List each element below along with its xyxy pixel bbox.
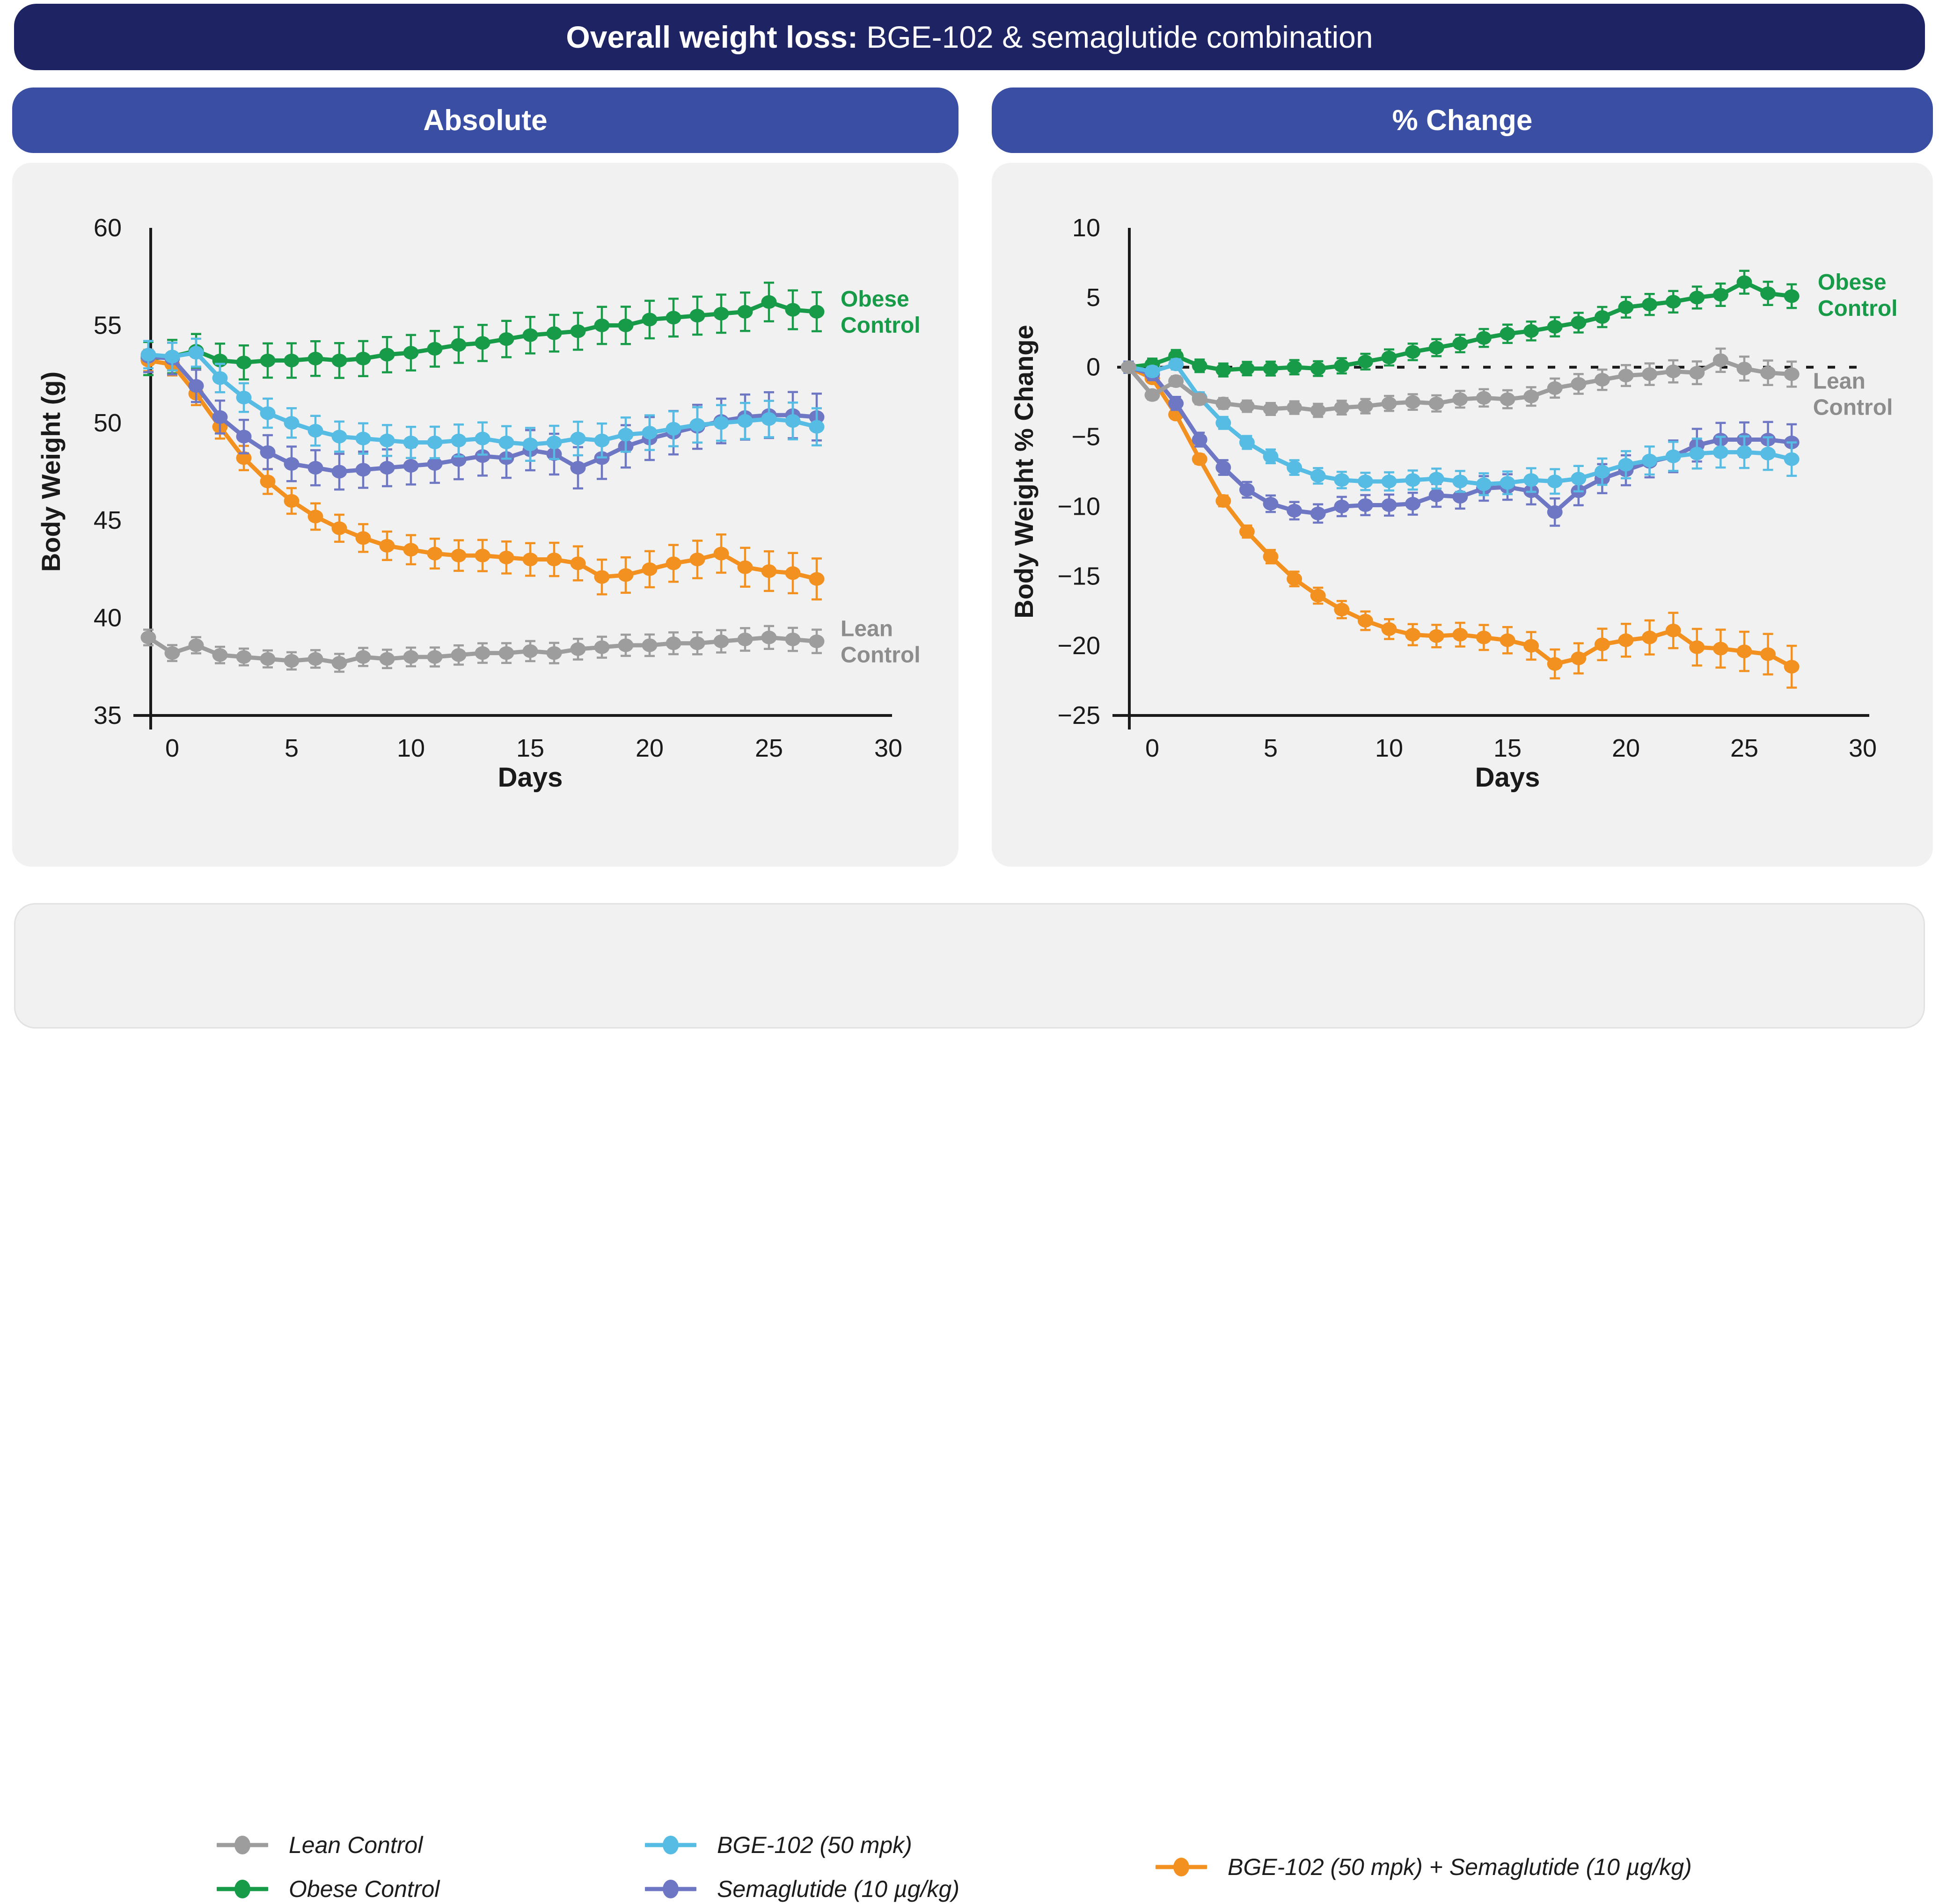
legend-label: Lean Control — [289, 1832, 423, 1858]
svg-text:−10: −10 — [1057, 492, 1100, 520]
svg-text:10: 10 — [1072, 214, 1100, 242]
svg-text:−20: −20 — [1057, 632, 1100, 660]
legend-label: BGE-102 (50 mpk) + Semaglutide (10 µg/kg… — [1228, 1854, 1692, 1880]
legend-item-semaglutide: Semaglutide (10 µg/kg) — [645, 1874, 959, 1904]
obese-control-marker-icon — [217, 1880, 268, 1898]
legend-label: Obese Control — [289, 1876, 440, 1902]
svg-text:0: 0 — [165, 734, 179, 762]
percent-change-chart: 10 5 0 −5 −10 −15 −20 −25 0 5 10 15 20 25 30 Days Body W… — [1009, 214, 1898, 793]
svg-text:5: 5 — [1264, 734, 1278, 762]
svg-text:25: 25 — [1730, 734, 1758, 762]
legend-item-combo: BGE-102 (50 mpk) + Semaglutide (10 µg/kg… — [1156, 1852, 1692, 1882]
legend-item-bge102: BGE-102 (50 mpk) — [645, 1830, 912, 1860]
semaglutide-marker-icon — [645, 1880, 696, 1898]
svg-text:25: 25 — [755, 734, 783, 762]
svg-text:0: 0 — [1145, 734, 1159, 762]
svg-text:0: 0 — [1086, 353, 1100, 381]
svg-text:Body Weight % Change: Body Weight % Change — [1009, 325, 1039, 618]
figure-title: Overall weight loss: BGE-102 & semagluti… — [14, 4, 1925, 70]
svg-text:5: 5 — [1086, 284, 1100, 312]
svg-text:60: 60 — [94, 214, 122, 242]
absolute-weight-chart: 60 55 50 45 40 35 0 5 10 15 20 25 30 Days Body Weight … — [36, 214, 921, 793]
svg-text:−25: −25 — [1057, 701, 1100, 730]
svg-text:15: 15 — [1493, 734, 1522, 762]
svg-text:−5: −5 — [1071, 423, 1100, 451]
svg-text:45: 45 — [94, 506, 122, 534]
svg-text:5: 5 — [285, 734, 299, 762]
svg-text:Days: Days — [1475, 762, 1540, 793]
legend-label: BGE-102 (50 mpk) — [717, 1832, 912, 1858]
panel-header-absolute: Absolute — [12, 88, 959, 153]
svg-text:Days: Days — [498, 762, 563, 793]
figure-title-rest: BGE-102 & semaglutide combination — [857, 20, 1373, 54]
svg-text:40: 40 — [94, 604, 122, 632]
svg-text:50: 50 — [94, 409, 122, 437]
legend-item-obese-control: Obese Control — [217, 1874, 439, 1904]
svg-text:Body Weight (g): Body Weight (g) — [36, 372, 66, 572]
legend-item-lean-control: Lean Control — [217, 1830, 423, 1860]
lean-control-marker-icon — [217, 1836, 268, 1854]
bge102-marker-icon — [645, 1836, 696, 1854]
svg-text:15: 15 — [516, 734, 544, 762]
combo-marker-icon — [1156, 1858, 1207, 1876]
chart-panel-absolute: 60 55 50 45 40 35 0 5 10 15 20 25 30 Days Body Weight … — [12, 163, 959, 867]
legend: Lean Control Obese Control BGE-102 (50 m… — [14, 903, 1925, 1902]
panel-header-percent-change: % Change — [992, 88, 1933, 153]
svg-text:30: 30 — [874, 734, 902, 762]
svg-text:10: 10 — [1375, 734, 1403, 762]
figure-title-bold: Overall weight loss: — [566, 20, 858, 54]
svg-text:−15: −15 — [1057, 562, 1100, 590]
svg-text:20: 20 — [1612, 734, 1640, 762]
legend-label: Semaglutide (10 µg/kg) — [717, 1876, 959, 1902]
svg-text:10: 10 — [397, 734, 425, 762]
chart-panel-percent-change: 10 5 0 −5 −10 −15 −20 −25 0 5 10 15 20 25 30 Days Body W… — [992, 163, 1933, 867]
svg-text:55: 55 — [94, 311, 122, 339]
svg-text:35: 35 — [94, 701, 122, 730]
svg-text:30: 30 — [1849, 734, 1877, 762]
svg-text:20: 20 — [636, 734, 664, 762]
